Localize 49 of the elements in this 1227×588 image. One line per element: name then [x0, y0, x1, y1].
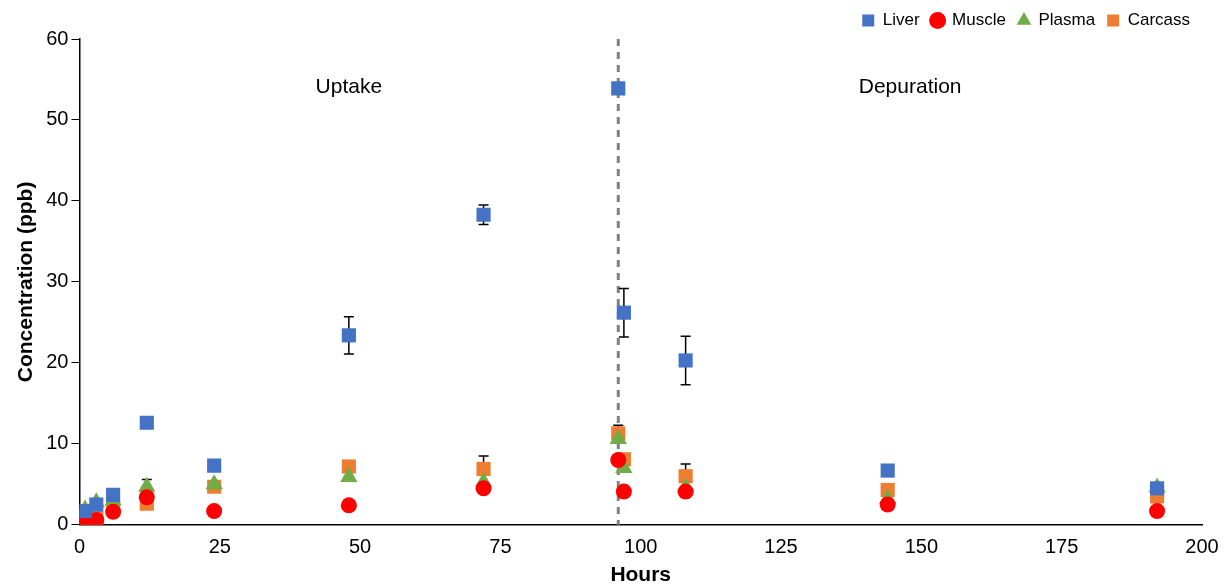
x-tick-label: 200 [1185, 535, 1219, 558]
x-axis-title: Hours [610, 562, 672, 586]
annotation: Uptake [315, 73, 383, 97]
annotation: Depuration [858, 73, 962, 97]
point [205, 474, 223, 490]
point [105, 503, 122, 520]
y-tick-label: 10 [46, 431, 69, 454]
point [1150, 481, 1165, 496]
point [340, 467, 358, 483]
point [476, 461, 491, 476]
point [340, 497, 357, 514]
y-tick-label: 30 [46, 269, 69, 292]
x-tick-label: 75 [489, 535, 512, 558]
point [615, 483, 632, 500]
point [678, 353, 693, 368]
point [341, 328, 356, 343]
point [677, 483, 694, 500]
legend-label: Liver [882, 10, 920, 30]
x-tick-label: 125 [764, 535, 798, 558]
x-tick-label: 175 [1044, 535, 1079, 558]
point [616, 305, 631, 320]
y-tick-label: 0 [57, 512, 69, 535]
point [880, 463, 895, 478]
y-tick-label: 20 [46, 350, 69, 373]
point [476, 207, 491, 222]
x-tick-label: 100 [624, 535, 658, 558]
point [206, 503, 223, 520]
point [1149, 503, 1166, 520]
point [611, 81, 626, 96]
point [610, 452, 627, 469]
point [139, 415, 154, 430]
legend-label: Plasma [1038, 10, 1096, 30]
x-tick-label: 150 [904, 535, 939, 558]
x-tick-label: 50 [348, 535, 372, 558]
point [879, 496, 896, 513]
x-tick-label: 25 [208, 535, 231, 558]
point [89, 497, 104, 512]
point [475, 480, 492, 497]
legend-label: Carcass [1127, 10, 1191, 30]
point [106, 487, 121, 502]
point [678, 469, 693, 484]
x-tick-label: 0 [73, 535, 86, 558]
legend-label: Muscle [952, 10, 1006, 30]
y-tick-label: 60 [46, 26, 69, 49]
y-axis-title: Concentration (ppb) [13, 181, 37, 383]
y-tick-label: 50 [46, 107, 69, 130]
y-tick-label: 40 [46, 188, 69, 211]
point [138, 489, 155, 506]
point [207, 458, 222, 473]
